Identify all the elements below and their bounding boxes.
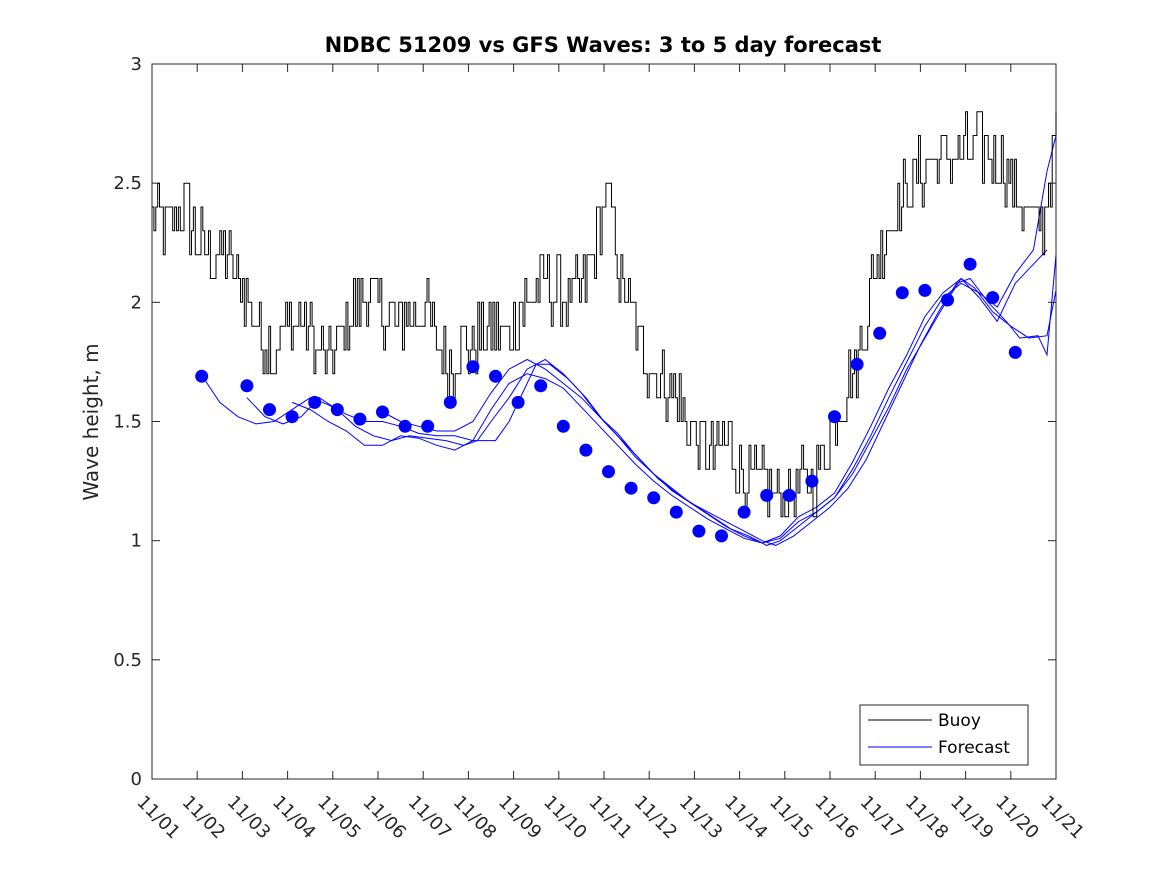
y-tick-label: 0 [131, 769, 142, 790]
legend-forecast-label: Forecast [938, 738, 1010, 758]
x-tick-label: 11/05 [313, 792, 365, 844]
x-tick-label: 11/01 [132, 792, 184, 844]
forecast-point [895, 286, 909, 300]
forecast-point [805, 474, 819, 488]
forecast-point [376, 405, 389, 419]
y-axis: 0 0.5 1 1.5 2 2.5 3 [113, 54, 1056, 790]
forecast-point [1008, 345, 1022, 359]
forecast-point [647, 491, 661, 505]
forecast-point [873, 326, 887, 340]
forecast-point [692, 524, 706, 538]
forecast-line-3 [291, 135, 1057, 544]
y-tick-label: 0.5 [113, 650, 142, 671]
forecast-point [421, 419, 435, 433]
x-tick-label: 11/09 [494, 792, 546, 844]
forecast-point [918, 283, 932, 297]
y-tick-label: 1.5 [113, 412, 142, 433]
legend-box [859, 704, 1029, 766]
y-tick-label: 1 [131, 531, 142, 552]
x-tick-label: 11/08 [449, 792, 501, 844]
forecast-point [195, 369, 209, 383]
forecast-point [850, 357, 864, 371]
x-tick-label: 11/21 [1036, 792, 1088, 844]
forecast-point [489, 369, 502, 383]
forecast-point [511, 395, 525, 409]
legend-buoy-label: Buoy [938, 711, 981, 731]
forecast-point [986, 291, 1000, 305]
forecast-point [941, 293, 954, 307]
x-tick-label: 11/18 [901, 792, 953, 844]
chart-title: NDBC 51209 vs GFS Waves: 3 to 5 day fore… [325, 33, 882, 57]
forecast-point [534, 379, 548, 393]
forecast-point [715, 529, 728, 543]
forecast-point [285, 410, 299, 424]
forecast-point [602, 465, 615, 479]
x-tick-label: 11/03 [223, 792, 275, 844]
forecast-point [624, 481, 638, 495]
x-tick-label: 11/06 [358, 792, 410, 844]
forecast-point [263, 403, 276, 417]
forecast-point [398, 419, 412, 433]
x-tick-label: 11/13 [675, 792, 727, 844]
x-tick-label: 11/19 [946, 792, 998, 844]
x-tick-label: 11/16 [810, 792, 862, 844]
x-tick-label: 11/14 [720, 792, 772, 844]
forecast-point [760, 488, 774, 502]
y-tick-label: 2 [131, 292, 142, 313]
x-tick-label: 11/07 [404, 792, 456, 844]
forecast-point [353, 412, 367, 426]
forecast-point [466, 360, 480, 374]
forecast-line-4 [382, 249, 1048, 544]
x-tick-label: 11/15 [765, 792, 817, 844]
x-tick-label: 11/10 [539, 792, 591, 844]
forecast-point [443, 395, 457, 409]
forecast-point [669, 505, 683, 519]
x-tick-label: 11/11 [584, 792, 636, 844]
series-layer [152, 111, 1057, 546]
forecast-point [556, 419, 570, 433]
x-tick-label: 11/02 [178, 792, 230, 844]
forecast-point [782, 488, 796, 502]
y-tick-label: 3 [131, 54, 142, 75]
y-axis-label: Wave height, m [79, 343, 103, 500]
forecast-point [308, 395, 322, 409]
forecast-point [963, 257, 977, 271]
buoy-line [152, 111, 1057, 518]
x-tick-label: 11/04 [268, 792, 320, 844]
x-tick-label: 11/17 [856, 792, 908, 844]
forecast-point [330, 403, 344, 417]
y-tick-label: 2.5 [113, 173, 142, 194]
x-tick-label: 11/20 [991, 792, 1043, 844]
forecast-line-2 [246, 254, 1057, 546]
forecast-point [579, 443, 593, 457]
forecast-point [737, 505, 751, 519]
legend: Buoy Forecast [859, 704, 1029, 766]
x-tick-label: 11/12 [630, 792, 682, 844]
forecast-point [240, 379, 254, 393]
forecast-point [828, 410, 841, 424]
